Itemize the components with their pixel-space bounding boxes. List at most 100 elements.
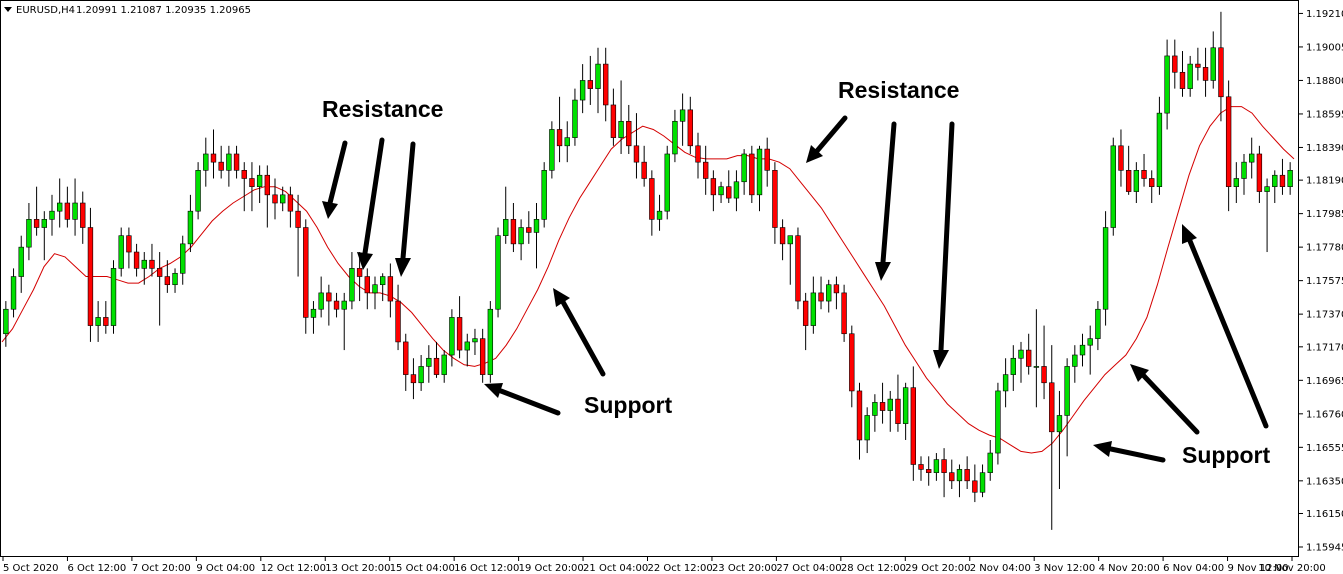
moving-average-line [1,106,1295,454]
candle-body-bear [333,300,340,310]
chart-symbol: EURUSD,H4 [16,5,75,16]
annotation-labels: Resistance Resistance Support Support [321,76,1272,470]
y-tick-label: 1.19210 [1306,9,1343,20]
candle [1102,211,1109,326]
candle-body-bear [910,387,917,465]
y-tick-label: 1.17780 [1306,243,1343,254]
candle [3,301,9,347]
candle [595,47,601,114]
candle [395,284,401,351]
candle [226,145,232,187]
resistance-label-left: Resistance [322,96,443,122]
candle-body-bear [849,333,855,392]
arrow-resistance-4 [814,115,848,154]
candle [695,132,701,179]
candle [726,170,732,204]
candle-body-bull [1095,308,1101,339]
candle-body-bull [203,153,209,171]
candle-body-bear [249,178,255,187]
arrow-support-4 [1141,373,1200,435]
candle [533,203,540,269]
candle-body-bull [195,170,201,212]
candle-body-bear [941,459,947,473]
candle [826,279,832,313]
candle-body-bear [103,317,109,326]
candle-body-bull [664,153,670,212]
y-tick-label: 1.17370 [1306,310,1343,321]
candle [241,162,247,212]
candle-body-bull [995,390,1001,454]
candle-body-bear [241,170,247,179]
candle [1025,333,1032,375]
candle-body-bull [1033,366,1040,368]
candle [710,170,717,212]
x-tick-label: 19 Oct 20:00 [519,563,584,574]
candle [203,137,209,187]
candle-body-bull [1249,153,1255,163]
candle-body-bull [595,63,601,89]
candle [702,145,709,195]
candle-body-bear [364,276,370,294]
candle-body-bull [56,202,63,212]
candle-body-bear [456,317,463,351]
candle [49,194,55,236]
candle [1018,341,1024,383]
candle-body-bear [264,174,271,196]
candle [1079,333,1086,367]
arrow-head [553,288,570,307]
candle-body-bull [118,235,124,269]
candle [1049,345,1055,530]
candle-body-bull [18,246,24,277]
candle [610,88,617,146]
candle [618,80,624,154]
candle-body-bull [1079,344,1086,356]
x-tick-label: 16 Oct 12:00 [454,563,519,574]
x-tick-label: 29 Oct 20:00 [905,563,970,574]
candle-body-bear [1225,96,1232,187]
candle [633,113,640,179]
candle-body-bull [1272,174,1278,187]
candle [979,464,986,498]
header-dropdown-icon[interactable] [4,7,12,12]
candle-body-bear [33,219,40,228]
candle-body-bull [1164,55,1170,114]
candle-body-bull [718,186,724,196]
candle [556,96,563,163]
candle [1118,129,1124,187]
price-axis[interactable]: 1.19210 1.19005 1.18800 1.18595 1.18390 1.181… [1298,9,1343,554]
candle [103,301,109,334]
candle-body-bear [587,80,594,89]
candle [1087,325,1093,375]
candle-body-bear [149,259,155,269]
candle [1233,162,1240,204]
candle-body-bear [526,227,532,233]
candle [356,252,363,302]
candle [926,456,932,486]
candle-body-bear [433,357,440,375]
candle-body-bull [1241,161,1247,179]
candle-body-bear [1041,366,1047,384]
x-tick-label: 7 Oct 20:00 [132,563,191,574]
candle [10,268,17,318]
candle-body-bull [1210,47,1216,81]
candle-body-bull [656,210,663,220]
candle-body-bull [180,243,186,274]
time-axis[interactable]: 5 Oct 2020 6 Oct 12:00 7 Oct 20:00 9 Oct 04… [2,557,1326,574]
candle-body-bull [1056,415,1063,433]
arrow-head [933,350,949,369]
candle [918,456,924,481]
candle [80,191,86,244]
x-tick-label: 3 Nov 12:00 [1034,563,1095,574]
candle [410,358,417,400]
candle-body-bear [795,235,801,302]
y-tick-label: 1.18390 [1306,143,1343,154]
candle [526,211,532,244]
candle-body-bear [833,284,840,294]
candle [149,243,155,277]
candle [1210,31,1216,89]
candle-body-bear [918,464,924,470]
candle [118,227,124,277]
plot-frame [0,0,1299,557]
arrow-head [806,145,823,163]
candle [1064,358,1070,457]
